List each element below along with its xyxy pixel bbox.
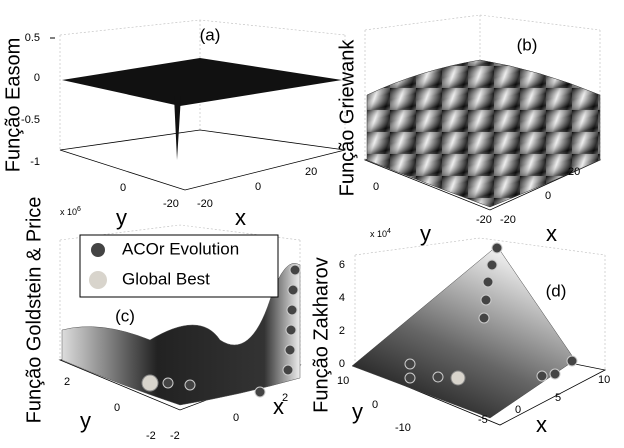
points: [404, 242, 578, 384]
z-label: Função Griewank: [336, 39, 358, 197]
panel-label: (a): [200, 25, 221, 44]
z-tick-label: 4: [339, 292, 345, 304]
surface: [62, 58, 342, 106]
z-tick-label: 0: [34, 72, 40, 84]
x-tick-label: 20: [568, 166, 580, 178]
y-label: y: [80, 408, 91, 433]
panel-b: Função Griewank (b) 20 0 -20 0 -20 y x: [336, 14, 602, 246]
y-tick-label: 10: [337, 375, 349, 387]
x-tick-label: -2: [170, 430, 180, 442]
x-tick-label: 20: [305, 166, 317, 178]
x-tick-label: -5: [478, 414, 488, 426]
z-label: Função Goldstein & Price: [23, 197, 45, 424]
y-tick-label: -10: [395, 422, 411, 434]
x-label: x: [235, 205, 246, 230]
x-tick-label: 10: [598, 374, 610, 386]
legend-marker: [91, 243, 105, 257]
panel-label: (c): [115, 306, 135, 325]
y-tick-label: -2: [146, 430, 156, 442]
y-label: y: [116, 205, 127, 230]
exponent: x 104: [370, 228, 391, 240]
y-tick-label: 0: [114, 402, 120, 414]
y-tick-label: -20: [476, 214, 492, 226]
z-tick-label: -1: [30, 156, 40, 168]
points: [162, 264, 301, 398]
y-tick-label: 0: [373, 181, 379, 193]
y-label: y: [420, 221, 431, 246]
axes-box: [59, 19, 346, 150]
legend-marker: [89, 271, 107, 289]
legend: [79, 234, 279, 298]
y-label: y: [352, 399, 363, 424]
surface: [366, 59, 601, 208]
x-tick-label: 5: [555, 392, 561, 404]
x-label: x: [546, 221, 557, 246]
y-tick-label: -20: [163, 198, 179, 210]
panel-label: (d): [546, 281, 567, 300]
z-label: Função Easom: [2, 38, 24, 173]
z-tick-label: 0: [339, 358, 345, 370]
x-tick-label: 0: [255, 181, 261, 193]
global-best: [141, 374, 159, 392]
exponent: x 106: [60, 206, 81, 218]
legend-label: Global Best: [122, 269, 210, 288]
x-label: x: [536, 412, 547, 437]
exponent-base: x 10: [370, 229, 387, 239]
exponent-power: 4: [387, 228, 391, 235]
global-best: [450, 370, 466, 386]
panel-a: 0.5 0 -0.5 -1 Função Easom (a) 20 0 -20 …: [2, 19, 346, 230]
x-tick-label: -20: [197, 198, 213, 210]
panel-label: (b): [517, 35, 538, 54]
legend-label: ACOr Evolution: [122, 239, 239, 258]
y-tick-label: 0: [372, 399, 378, 411]
z-tick-label: -0.5: [21, 114, 40, 126]
z-tick-label: 6: [339, 259, 345, 271]
z-label: Função Zakharov: [310, 257, 332, 413]
x-tick-label: 0: [545, 190, 551, 202]
panel-d: x 104 6 4 2 0 Função Zakharov (d) 10 5 0…: [310, 228, 610, 437]
surface: [351, 245, 576, 419]
x-tick-label: 0: [515, 404, 521, 416]
axes-floor: [59, 129, 346, 191]
x-tick-label: -20: [500, 214, 516, 226]
axes-box: [354, 237, 606, 370]
panel-c: ACOr Evolution Global Best x 106 Função …: [23, 197, 302, 442]
z-tick-label: 2: [339, 325, 345, 337]
exponent-power: 6: [77, 206, 81, 213]
y-tick-label: 2: [64, 376, 70, 388]
x-tick-label: 2: [282, 392, 288, 404]
exponent-base: x 10: [60, 207, 77, 217]
surface-spike: [174, 96, 181, 160]
x-tick-label: 0: [233, 412, 239, 424]
z-tick-label: 0.5: [25, 32, 40, 44]
y-tick-label: 0: [120, 182, 126, 194]
x-label: x: [273, 394, 284, 419]
